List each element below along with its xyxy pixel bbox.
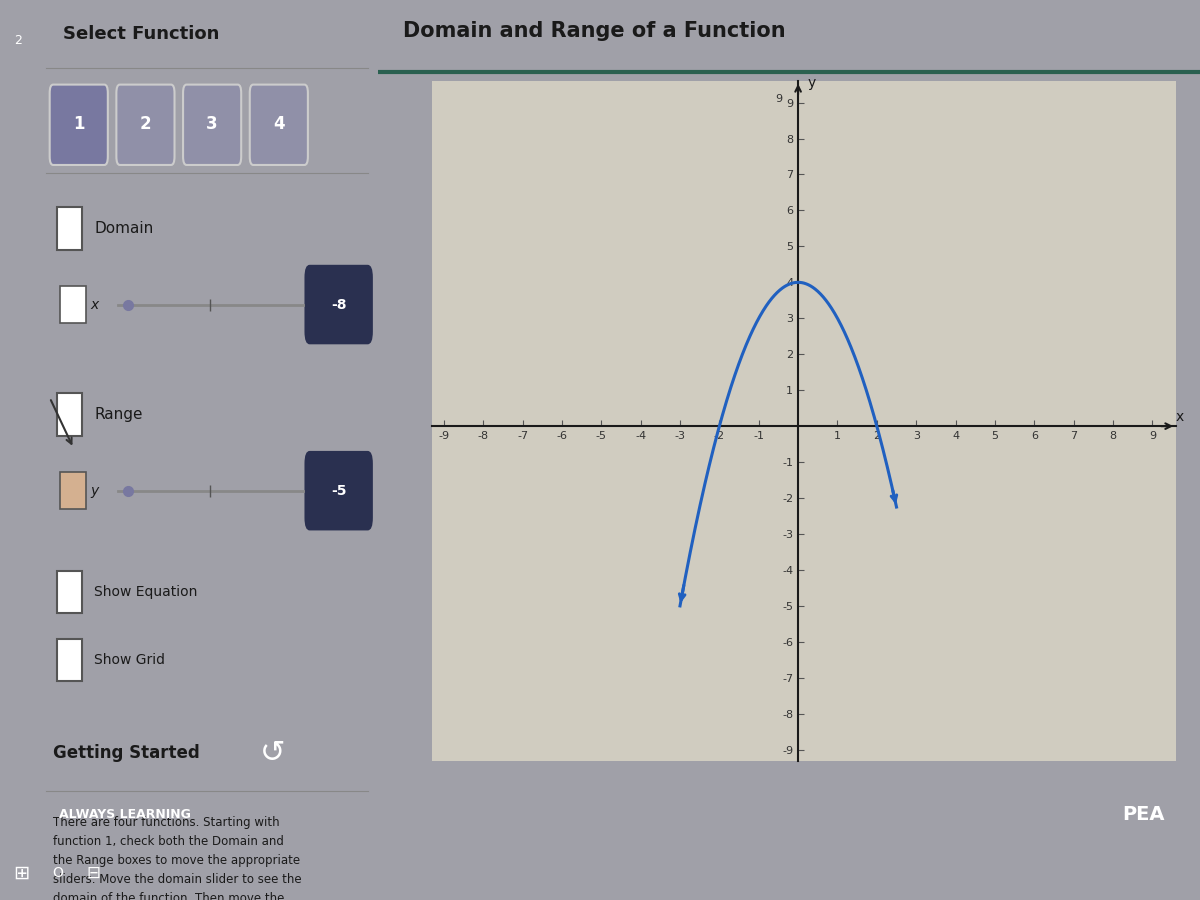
- FancyBboxPatch shape: [56, 572, 82, 614]
- Text: y: y: [808, 76, 816, 90]
- Text: -8: -8: [331, 298, 347, 311]
- Text: O: O: [52, 866, 64, 880]
- FancyBboxPatch shape: [250, 85, 308, 165]
- Text: x: x: [91, 298, 98, 311]
- FancyBboxPatch shape: [56, 207, 82, 249]
- Text: 9: 9: [775, 94, 782, 104]
- Text: PEA: PEA: [1122, 805, 1165, 824]
- Text: -5: -5: [331, 483, 347, 498]
- FancyBboxPatch shape: [49, 85, 108, 165]
- FancyBboxPatch shape: [56, 639, 82, 681]
- Text: 1: 1: [73, 115, 84, 133]
- Text: ALWAYS LEARNING: ALWAYS LEARNING: [59, 808, 191, 821]
- Text: Range: Range: [94, 407, 143, 422]
- Text: y: y: [91, 483, 98, 498]
- Text: Show Equation: Show Equation: [94, 585, 198, 599]
- Text: Select Function: Select Function: [64, 25, 220, 43]
- Text: Domain and Range of a Function: Domain and Range of a Function: [403, 21, 785, 41]
- FancyBboxPatch shape: [184, 85, 241, 165]
- FancyBboxPatch shape: [60, 472, 85, 509]
- Text: ↺: ↺: [260, 739, 286, 769]
- Text: 2: 2: [139, 115, 151, 133]
- Text: Getting Started: Getting Started: [53, 744, 200, 762]
- Text: There are four functions. Starting with
function 1, check both the Domain and
th: There are four functions. Starting with …: [53, 816, 301, 900]
- Text: ⊞: ⊞: [13, 863, 30, 883]
- Text: x: x: [1176, 410, 1184, 424]
- Text: Show Grid: Show Grid: [94, 652, 166, 667]
- FancyBboxPatch shape: [305, 451, 373, 530]
- Text: 4: 4: [274, 115, 284, 133]
- Text: 2: 2: [14, 34, 22, 47]
- Text: Domain: Domain: [94, 220, 154, 236]
- FancyBboxPatch shape: [60, 286, 85, 323]
- Text: ⊟: ⊟: [86, 864, 101, 882]
- Text: 3: 3: [206, 115, 218, 133]
- FancyBboxPatch shape: [56, 393, 82, 436]
- FancyBboxPatch shape: [305, 265, 373, 345]
- FancyBboxPatch shape: [116, 85, 174, 165]
